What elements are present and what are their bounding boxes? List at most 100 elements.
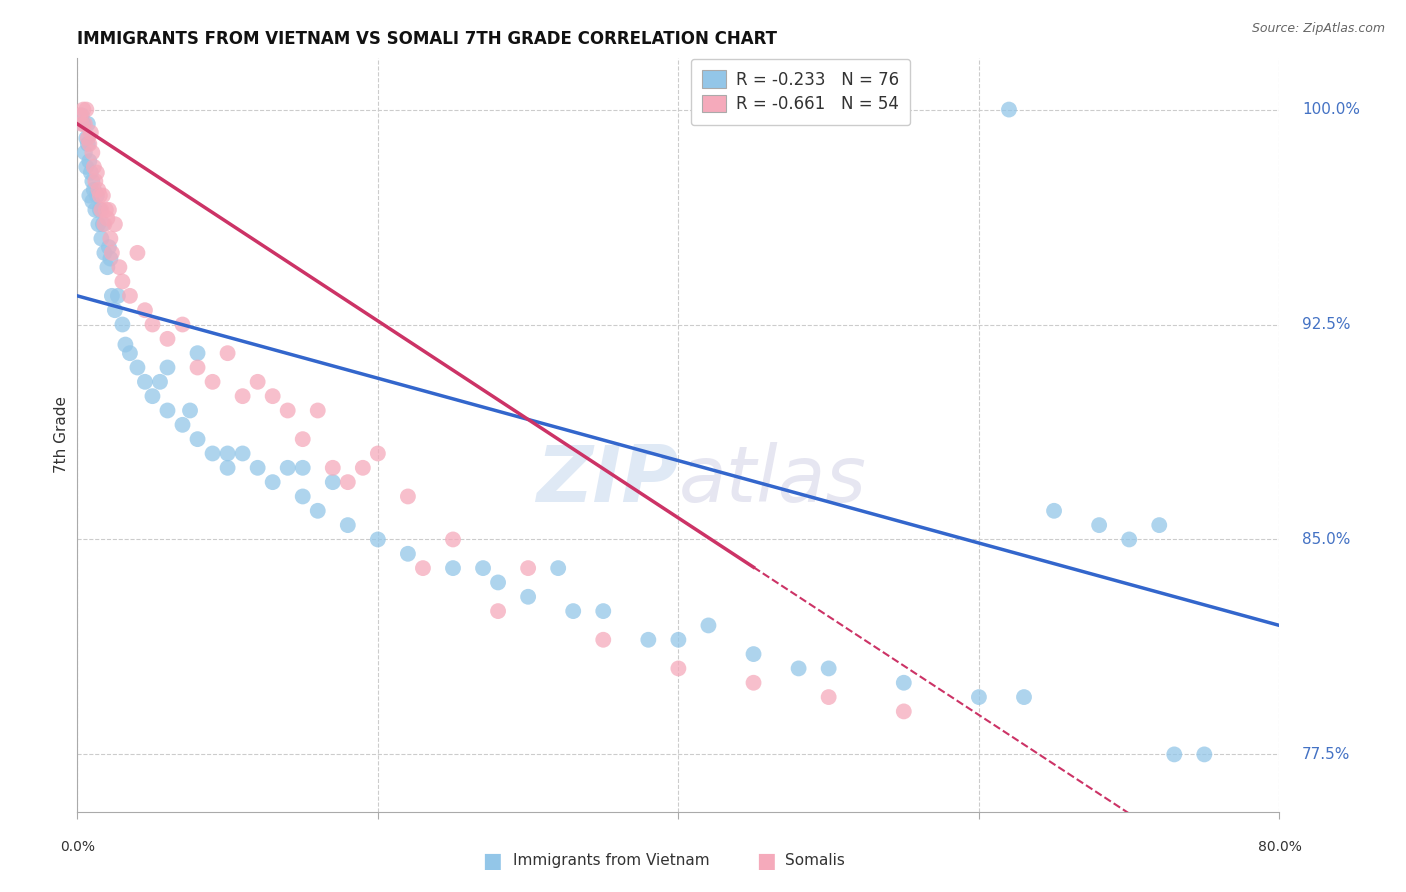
Point	[367, 446, 389, 460]
Point	[1149, 518, 1171, 533]
Point	[100, 252, 122, 266]
Point	[186, 432, 209, 446]
Point	[141, 318, 163, 332]
Point	[787, 661, 810, 675]
Point	[396, 547, 419, 561]
Point	[291, 432, 314, 446]
Point	[201, 446, 224, 460]
Point	[156, 332, 179, 346]
Point	[101, 245, 124, 260]
Point	[149, 375, 172, 389]
Point	[367, 533, 389, 547]
Point	[118, 289, 141, 303]
Point	[291, 460, 314, 475]
Point	[291, 490, 314, 504]
Point	[893, 675, 915, 690]
Point	[517, 561, 540, 575]
Point	[217, 346, 239, 360]
Point	[79, 136, 101, 151]
Point	[141, 389, 163, 403]
Text: Source: ZipAtlas.com: Source: ZipAtlas.com	[1251, 22, 1385, 36]
Point	[156, 403, 179, 417]
Point	[1088, 518, 1111, 533]
Text: 100.0%: 100.0%	[1302, 102, 1360, 117]
Point	[817, 661, 839, 675]
Legend: R = -0.233   N = 76, R = -0.661   N = 54: R = -0.233 N = 76, R = -0.661 N = 54	[690, 59, 911, 125]
Point	[472, 561, 495, 575]
Point	[111, 275, 134, 289]
Point	[172, 318, 194, 332]
Point	[246, 375, 269, 389]
Point	[322, 475, 344, 490]
Text: 85.0%: 85.0%	[1302, 532, 1350, 547]
Point	[84, 174, 107, 188]
Point	[76, 117, 98, 131]
Point	[186, 360, 209, 375]
Point	[396, 490, 419, 504]
Point	[742, 647, 765, 661]
Point	[73, 145, 96, 160]
Point	[101, 289, 124, 303]
Point	[96, 211, 118, 226]
Point	[307, 504, 329, 518]
Point	[668, 661, 690, 675]
Point	[277, 460, 299, 475]
Point	[94, 202, 117, 217]
Text: 92.5%: 92.5%	[1302, 317, 1351, 332]
Point	[87, 183, 110, 197]
Point	[307, 403, 329, 417]
Point	[817, 690, 839, 704]
Point	[118, 346, 141, 360]
Point	[232, 446, 254, 460]
Point	[104, 303, 127, 318]
Point	[336, 475, 359, 490]
Point	[1043, 504, 1066, 518]
Point	[562, 604, 585, 618]
Point	[547, 561, 569, 575]
Point	[93, 245, 115, 260]
Point	[592, 604, 614, 618]
Point	[90, 231, 112, 245]
Point	[1163, 747, 1185, 762]
Point	[79, 188, 101, 202]
Point	[107, 289, 129, 303]
Point	[412, 561, 434, 575]
Point	[201, 375, 224, 389]
Point	[1012, 690, 1035, 704]
Point	[91, 217, 114, 231]
Point	[217, 460, 239, 475]
Point	[72, 117, 94, 131]
Point	[262, 475, 284, 490]
Point	[1118, 533, 1140, 547]
Y-axis label: 7th Grade: 7th Grade	[53, 396, 69, 474]
Point	[441, 533, 464, 547]
Text: Immigrants from Vietnam: Immigrants from Vietnam	[513, 854, 710, 868]
Point	[127, 245, 149, 260]
Point	[91, 188, 114, 202]
Point	[96, 260, 118, 275]
Point	[179, 403, 201, 417]
Point	[486, 604, 509, 618]
Point	[592, 632, 614, 647]
Text: ZIP: ZIP	[536, 442, 679, 518]
Point	[352, 460, 374, 475]
Point	[75, 131, 97, 145]
Point	[217, 446, 239, 460]
Point	[83, 160, 105, 174]
Point	[232, 389, 254, 403]
Text: ■: ■	[756, 851, 776, 871]
Point	[172, 417, 194, 432]
Point	[967, 690, 990, 704]
Point	[127, 360, 149, 375]
Point	[697, 618, 720, 632]
Point	[87, 217, 110, 231]
Point	[80, 166, 103, 180]
Text: 0.0%: 0.0%	[60, 840, 94, 855]
Point	[84, 202, 107, 217]
Point	[277, 403, 299, 417]
Point	[75, 103, 97, 117]
Point	[322, 460, 344, 475]
Point	[72, 103, 94, 117]
Point	[89, 188, 111, 202]
Point	[517, 590, 540, 604]
